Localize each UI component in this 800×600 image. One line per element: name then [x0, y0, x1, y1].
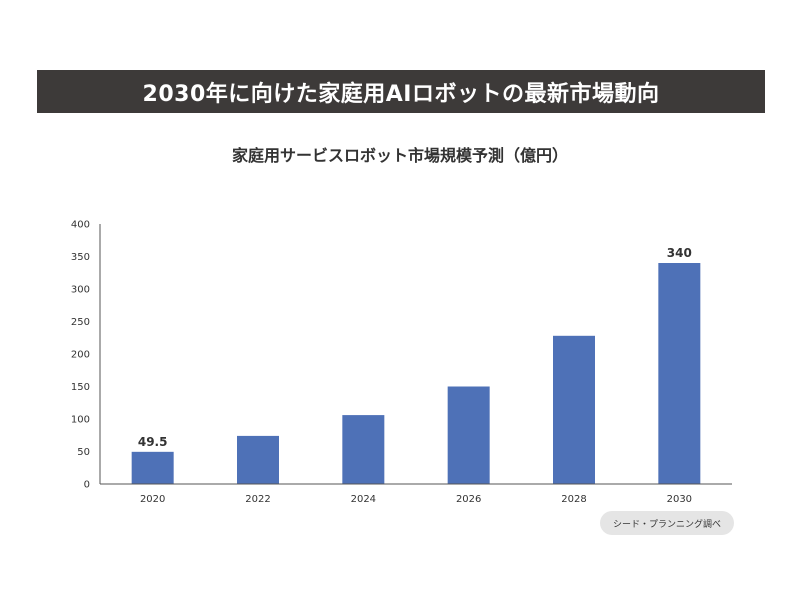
y-tick-label: 350 [71, 252, 90, 263]
x-tick-label-2028: 2028 [561, 494, 586, 505]
bar-value-labels: 49.5 340 [138, 246, 692, 449]
bar-2022 [237, 435, 279, 484]
bar-value-label-2030: 340 [667, 246, 692, 260]
x-tick-label-2024: 2024 [351, 494, 376, 505]
y-tick-labels: 0 50 100 150 200 250 300 350 400 [71, 220, 90, 491]
y-tick-label: 250 [71, 317, 90, 328]
header-title: 2030年に向けた家庭用AIロボットの最新市場動向 [142, 81, 660, 107]
bar-2028 [553, 335, 595, 484]
x-tick-label-2020: 2020 [140, 494, 165, 505]
bar-2020 [131, 451, 174, 484]
bar-2030 [658, 263, 701, 484]
y-tick-label: 100 [71, 415, 90, 426]
x-tick-labels: 2020 2022 2024 2026 2028 2030 [140, 494, 692, 505]
y-tick-label: 400 [71, 220, 90, 231]
bars [131, 263, 701, 484]
x-tick-label-2030: 2030 [667, 494, 692, 505]
chart-title: 家庭用サービスロボット市場規模予測（億円） [231, 146, 568, 165]
header-banner: 2030年に向けた家庭用AIロボットの最新市場動向 [37, 70, 765, 113]
y-tick-label: 0 [84, 480, 90, 491]
y-tick-label: 300 [71, 285, 90, 296]
source-badge: シード・プランニング調べ [600, 511, 734, 535]
bar-2024 [342, 415, 385, 484]
bar-2026 [447, 386, 490, 484]
y-tick-label: 200 [71, 350, 90, 361]
y-tick-label: 150 [71, 382, 90, 393]
y-tick-label: 50 [77, 447, 90, 458]
x-tick-label-2026: 2026 [456, 494, 481, 505]
bar-value-label-2020: 49.5 [138, 435, 168, 449]
x-tick-label-2022: 2022 [245, 494, 270, 505]
